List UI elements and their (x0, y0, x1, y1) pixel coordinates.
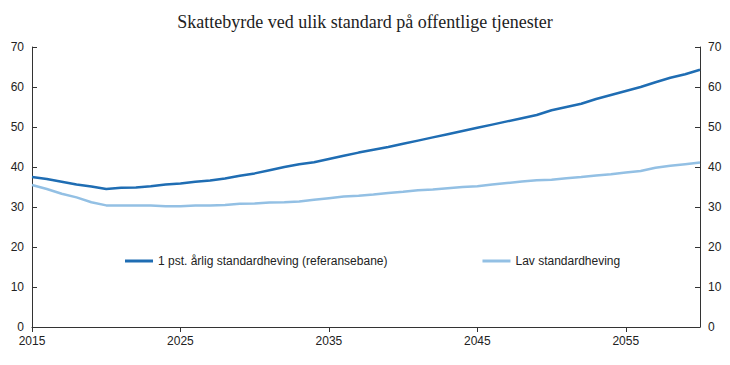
svg-text:70: 70 (708, 40, 722, 54)
svg-text:60: 60 (11, 80, 25, 94)
svg-text:0: 0 (17, 320, 24, 334)
svg-text:60: 60 (708, 80, 722, 94)
svg-text:50: 50 (11, 120, 25, 134)
svg-text:2025: 2025 (167, 334, 194, 348)
svg-text:2035: 2035 (316, 334, 343, 348)
svg-text:2045: 2045 (464, 334, 491, 348)
svg-text:50: 50 (708, 120, 722, 134)
svg-text:40: 40 (708, 160, 722, 174)
svg-text:40: 40 (11, 160, 25, 174)
svg-text:Lav standardheving: Lav standardheving (515, 254, 620, 268)
svg-text:0: 0 (708, 320, 715, 334)
svg-text:10: 10 (11, 280, 25, 294)
svg-text:1 pst. årlig standardheving (r: 1 pst. årlig standardheving (referanseba… (158, 254, 387, 268)
svg-text:20: 20 (11, 240, 25, 254)
svg-text:Skattebyrde ved ulik standard: Skattebyrde ved ulik standard på offentl… (177, 12, 553, 32)
svg-text:70: 70 (11, 40, 25, 54)
svg-text:20: 20 (708, 240, 722, 254)
svg-text:30: 30 (708, 200, 722, 214)
svg-text:10: 10 (708, 280, 722, 294)
svg-text:2055: 2055 (612, 334, 639, 348)
svg-text:30: 30 (11, 200, 25, 214)
svg-text:2015: 2015 (19, 334, 46, 348)
